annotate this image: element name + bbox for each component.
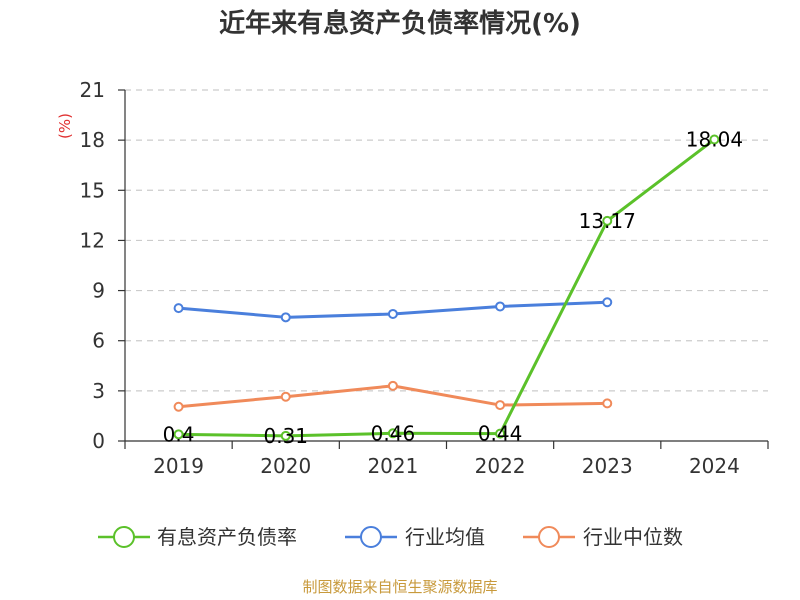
series-lines [173, 134, 720, 441]
legend-item[interactable]: 行业均值 [345, 525, 485, 549]
y-tick-label: 21 [80, 78, 105, 102]
y-tick-label: 15 [80, 178, 105, 202]
legend-marker-icon [113, 526, 135, 548]
data-point [280, 312, 291, 323]
data-point [495, 400, 506, 411]
data-point [173, 429, 184, 440]
grid-lines [125, 89, 768, 392]
data-point [495, 301, 506, 312]
x-tick-label: 2023 [582, 454, 633, 478]
chart-title: 近年来有息资产负债率情况(%) [219, 8, 581, 39]
data-point [280, 391, 291, 402]
data-point [173, 401, 184, 412]
data-point [173, 303, 184, 314]
legend-marker-icon [538, 526, 560, 548]
data-point [495, 428, 506, 439]
y-tick-label: 18 [80, 128, 105, 152]
x-tick-label: 2019 [153, 454, 204, 478]
data-point [602, 398, 613, 409]
x-tick-label: 2020 [260, 454, 311, 478]
data-label: 18.04 [686, 127, 743, 151]
data-labels: 0.4 0.31 0.46 0.44 13.17 18.04 [163, 127, 743, 447]
y-axis-unit-label: (%) [56, 113, 74, 139]
data-point [387, 380, 398, 391]
legend-label: 有息资产负债率 [157, 525, 297, 549]
y-tick-label: 12 [80, 228, 105, 252]
source-note: 制图数据来自恒生聚源数据库 [302, 578, 497, 596]
x-tick-label: 2022 [475, 454, 526, 478]
y-tick-label: 0 [92, 429, 105, 453]
data-label: 0.44 [478, 422, 523, 446]
legend[interactable]: 有息资产负债率 行业均值 行业中位数 [98, 525, 683, 549]
data-point [280, 430, 291, 441]
y-tick-label: 6 [92, 329, 105, 353]
legend-item[interactable]: 行业中位数 [523, 525, 683, 549]
legend-marker-icon [360, 526, 382, 548]
legend-label: 行业均值 [405, 525, 485, 549]
data-label: 13.17 [579, 209, 636, 233]
x-tick-label: 2021 [367, 454, 418, 478]
y-tick-label: 3 [92, 379, 105, 403]
data-label: 0.46 [371, 421, 416, 445]
data-label: 0.31 [263, 424, 308, 448]
x-tick-label: 2024 [689, 454, 740, 478]
legend-label: 行业中位数 [583, 525, 683, 549]
data-point [602, 215, 613, 226]
axes: 0 3 6 9 12 15 18 21 2019 2020 2021 2022 2023 2024 [80, 78, 769, 478]
data-point [387, 308, 398, 319]
series-line [178, 138, 716, 438]
data-point [602, 297, 613, 308]
data-label: 0.4 [163, 422, 195, 446]
y-tick-label: 9 [92, 279, 105, 303]
legend-item[interactable]: 有息资产负债率 [98, 525, 297, 549]
data-point [387, 428, 398, 439]
data-point [709, 134, 720, 145]
